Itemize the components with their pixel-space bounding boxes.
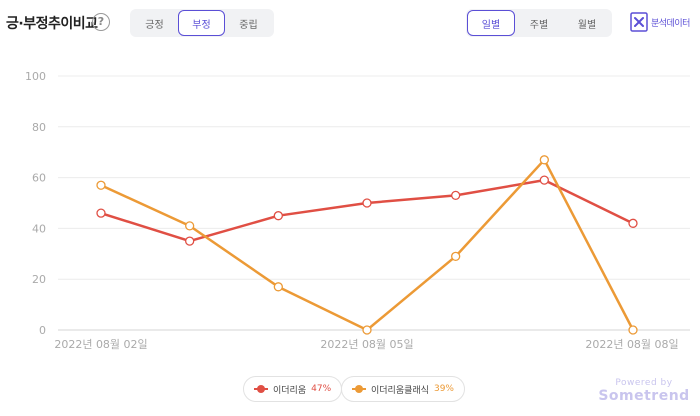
brand-name: Sometrend (598, 388, 690, 404)
legend-item-ethereum-classic[interactable]: 이더리움클래식 39% (341, 376, 465, 402)
powered-by-text: Powered by (615, 378, 673, 388)
y-tick-label: 20 (32, 273, 46, 286)
legend-series-percent: 47% (311, 384, 332, 394)
period-tab-2[interactable]: 월별 (577, 19, 597, 31)
x-tick-label: 2022년 08월 02일 (54, 337, 147, 351)
export-data-button[interactable]: 분석데이터 (630, 12, 690, 32)
legend-item-ethereum[interactable]: 이더리움 47% (243, 376, 343, 402)
data-point (539, 155, 549, 165)
page-title: 긍·부정추이비교 (6, 16, 98, 32)
sentiment-tab-1[interactable]: 부정 (178, 10, 225, 36)
period-tab-0[interactable]: 일별 (467, 10, 515, 36)
sometrend-logo: Powered by Sometrend (598, 378, 690, 404)
x-tick-label: 2022년 08월 08일 (585, 337, 678, 351)
sentiment-toggle: 긍정 부정 중립 (130, 9, 274, 37)
y-tick-label: 80 (32, 121, 46, 134)
data-point (273, 282, 283, 292)
data-point (628, 218, 638, 228)
sentiment-tab-0[interactable]: 긍정 (145, 19, 164, 31)
excel-icon (630, 12, 648, 32)
x-tick-label: 2022년 08월 05일 (320, 337, 413, 351)
sentiment-tab-2[interactable]: 중립 (239, 19, 258, 31)
export-label: 분석데이터 (651, 18, 690, 29)
data-point (96, 208, 106, 218)
line-chart: 0 20 40 60 80 100 2022년 08월 02일 2022년 08월 05일 20… (25, 70, 690, 351)
data-point (362, 198, 372, 208)
y-tick-label: 100 (25, 70, 46, 83)
legend-marker (352, 385, 366, 393)
data-point (185, 236, 195, 246)
chart-header: 긍·부정추이비교 ? 긍정 부정 중립 일별 주별 월별 분석데이터 (0, 0, 700, 46)
legend-series-percent: 39% (433, 384, 454, 394)
series-line-0 (100, 178, 634, 243)
y-tick-label: 0 (39, 324, 46, 337)
data-point (185, 221, 195, 231)
help-icon[interactable]: ? (92, 13, 110, 31)
data-point (96, 180, 106, 190)
data-point (451, 190, 461, 201)
data-point (451, 251, 461, 261)
period-toggle: 일별 주별 월별 (466, 9, 612, 37)
data-point (539, 175, 549, 185)
data-point (628, 325, 638, 335)
y-tick-label: 60 (32, 172, 46, 185)
legend-series-name: 이더리움클래식 (371, 385, 429, 396)
legend-marker (254, 385, 268, 393)
legend-series-name: 이더리움 (273, 385, 307, 396)
y-tick-label: 40 (32, 222, 46, 235)
period-tab-1[interactable]: 주별 (529, 19, 549, 31)
data-point (273, 211, 283, 221)
data-point (362, 325, 372, 335)
